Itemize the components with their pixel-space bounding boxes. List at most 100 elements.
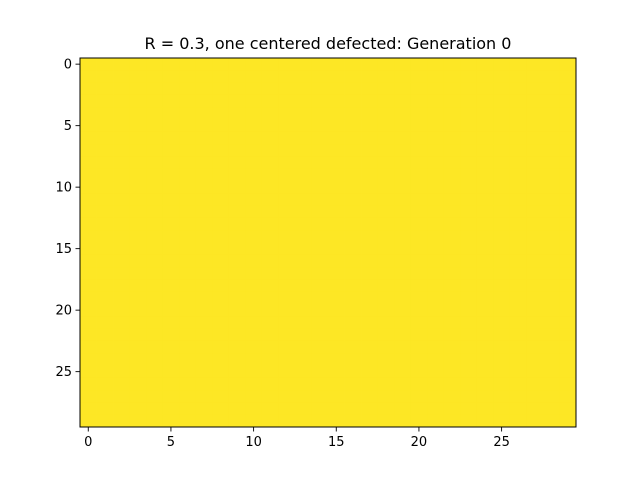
heatmap-cell: [294, 82, 312, 96]
heatmap-cell: [294, 365, 312, 379]
heatmap-cell: [526, 402, 544, 416]
heatmap-cell: [427, 107, 445, 120]
heatmap-cell: [228, 230, 246, 243]
heatmap-cell: [179, 279, 197, 293]
heatmap-cell: [179, 70, 197, 83]
heatmap-cell: [278, 82, 296, 96]
heatmap-cell: [377, 205, 395, 219]
heatmap-cell: [195, 168, 213, 182]
heatmap-cell: [228, 402, 246, 416]
heatmap-cell: [344, 340, 362, 354]
heatmap-cell: [294, 230, 312, 243]
heatmap-cell: [146, 390, 164, 403]
heatmap-cell: [179, 119, 197, 133]
heatmap-cell: [493, 144, 511, 157]
heatmap-cell: [361, 390, 378, 403]
heatmap-cell: [261, 168, 279, 182]
heatmap-cell: [195, 131, 213, 145]
heatmap-cell: [509, 70, 527, 83]
heatmap-cell: [245, 267, 263, 280]
heatmap-cell: [278, 119, 296, 133]
heatmap-cell: [542, 304, 560, 317]
heatmap-cell: [493, 94, 511, 108]
heatmap-cell: [162, 70, 180, 83]
heatmap-cell: [212, 58, 230, 71]
heatmap-cell: [377, 156, 395, 170]
x-tick-label: 15: [328, 435, 345, 450]
heatmap-cell: [113, 291, 130, 305]
heatmap-cell: [394, 304, 412, 317]
heatmap-cell: [261, 316, 279, 329]
heatmap-cell: [80, 304, 97, 317]
heatmap-cell: [195, 242, 213, 256]
heatmap-cell: [344, 94, 362, 108]
heatmap-cell: [493, 242, 511, 256]
heatmap-cell: [162, 377, 180, 391]
heatmap-cell: [361, 328, 378, 342]
heatmap-cell: [361, 131, 378, 145]
heatmap-cell: [526, 390, 544, 403]
heatmap-cell: [80, 168, 97, 182]
heatmap-cell: [146, 328, 164, 342]
heatmap-cell: [261, 156, 279, 170]
heatmap-cell: [179, 230, 197, 243]
heatmap-cell: [460, 402, 478, 416]
heatmap-cell: [509, 181, 527, 194]
heatmap-cell: [162, 390, 180, 403]
heatmap-cell: [195, 377, 213, 391]
heatmap-cell: [361, 402, 378, 416]
heatmap-cell: [493, 279, 511, 293]
heatmap-cell: [427, 390, 445, 403]
heatmap-cell: [80, 328, 97, 342]
heatmap-cell: [443, 267, 461, 280]
heatmap-cell: [245, 58, 263, 71]
heatmap-cell: [195, 119, 213, 133]
heatmap-cell: [559, 144, 577, 157]
heatmap-cell: [129, 377, 147, 391]
heatmap-cell: [80, 353, 97, 366]
heatmap-cell: [245, 82, 263, 96]
heatmap-cell: [80, 193, 97, 206]
heatmap-cell: [179, 340, 197, 354]
heatmap-cell: [328, 193, 345, 206]
heatmap-cell: [328, 402, 345, 416]
heatmap-cell: [80, 94, 97, 108]
heatmap-cell: [96, 414, 114, 428]
plot-frame: [79, 57, 577, 428]
heatmap-cell: [526, 119, 544, 133]
heatmap-cell: [278, 242, 296, 256]
heatmap-cell: [377, 82, 395, 96]
heatmap-cell: [228, 168, 246, 182]
heatmap-cell: [526, 217, 544, 231]
heatmap-cell: [179, 193, 197, 206]
heatmap-cell: [294, 70, 312, 83]
heatmap-cell: [427, 131, 445, 145]
heatmap-cell: [344, 304, 362, 317]
heatmap-cell: [245, 205, 263, 219]
heatmap-cell: [559, 205, 577, 219]
heatmap-cell: [212, 181, 230, 194]
heatmap-cell: [80, 279, 97, 293]
heatmap-cell: [344, 353, 362, 366]
heatmap-cell: [294, 131, 312, 145]
heatmap-cell: [146, 205, 164, 219]
heatmap-cell: [559, 377, 577, 391]
heatmap-cell: [179, 328, 197, 342]
heatmap-cell: [542, 328, 560, 342]
heatmap-cell: [179, 181, 197, 194]
heatmap-cell: [146, 304, 164, 317]
heatmap-cell: [542, 70, 560, 83]
chart-title: R = 0.3, one centered defected: Generati…: [145, 34, 512, 53]
heatmap-cell: [377, 70, 395, 83]
heatmap-cell: [559, 242, 577, 256]
heatmap-cell: [278, 414, 296, 428]
heatmap-cell: [394, 402, 412, 416]
heatmap-cell: [460, 144, 478, 157]
heatmap-cell: [559, 254, 577, 268]
heatmap-cell: [162, 230, 180, 243]
heatmap-cell: [179, 267, 197, 280]
heatmap-cell: [162, 340, 180, 354]
heatmap-cell: [162, 168, 180, 182]
heatmap-cell: [542, 254, 560, 268]
heatmap-cell: [261, 193, 279, 206]
